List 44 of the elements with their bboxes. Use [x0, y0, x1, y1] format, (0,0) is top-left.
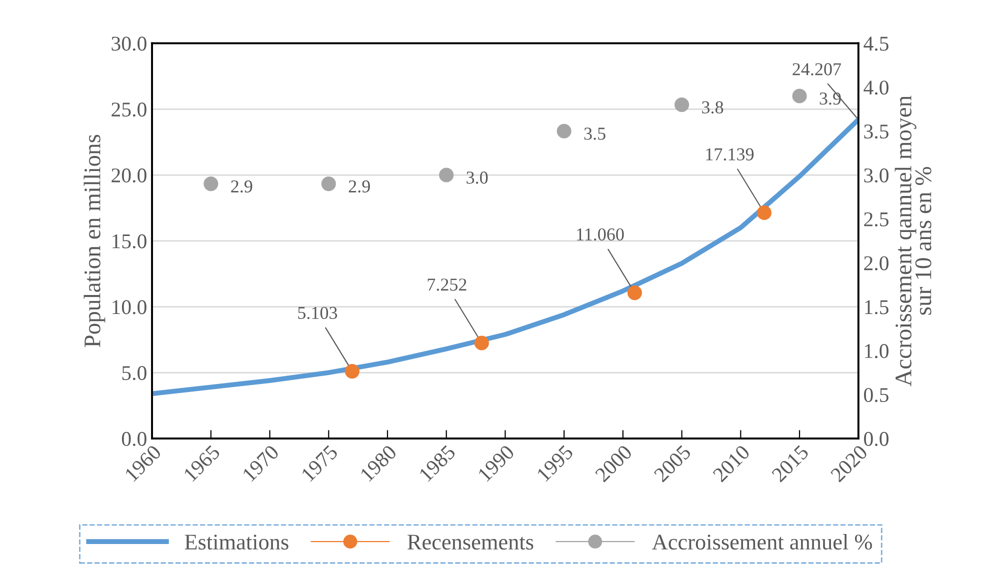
data-label: 3.8: [702, 101, 724, 114]
y2-tick-label: 2.5: [864, 212, 888, 226]
y-tick-label: 0.0: [122, 432, 146, 446]
legend-label: Estimations: [184, 534, 288, 550]
legend-label: Recensements: [408, 534, 534, 550]
y-tick-label: 10.0: [112, 300, 146, 314]
point: [756, 205, 772, 220]
y2-tick-label: 2.0: [864, 256, 888, 270]
line-series: [152, 117, 858, 396]
y-tick-label: 5.0: [122, 366, 146, 380]
point: [792, 88, 807, 104]
y-tick-label: 30.0: [112, 36, 146, 51]
point: [556, 124, 572, 138]
data-label: 7.252: [428, 278, 466, 291]
y2-tick-label: 3.5: [864, 124, 888, 139]
point: [204, 176, 218, 192]
point: [344, 364, 360, 379]
y2-tick-label: 3.0: [864, 168, 888, 183]
point: [474, 336, 489, 350]
y2-tick-label: 0.0: [864, 432, 888, 446]
y2-tick-label: 1.0: [865, 344, 888, 358]
y2-tick-label: 0.5: [864, 388, 888, 402]
y2-tick-label: 4.5: [864, 36, 888, 51]
y-tick-label: 15.0: [112, 234, 146, 248]
data-label: 24.207: [792, 63, 842, 76]
point: [674, 97, 690, 112]
y-tick-label: 25.0: [112, 102, 146, 117]
y2-tick-label: 4.0: [864, 80, 888, 95]
data-label: 3.9: [820, 92, 841, 105]
data-label: 17.139: [706, 148, 754, 161]
legend-label: Accroissement annuel %: [652, 534, 872, 550]
point: [627, 286, 642, 300]
point: [439, 168, 454, 182]
y-tick-label: 20.0: [112, 168, 146, 183]
point: [321, 176, 336, 192]
y2-axis-title: Accroissement qannuel moyen sur 10 ans en %: [894, 96, 932, 386]
y-axis-title: Population en millions: [84, 134, 106, 348]
data-label: 2.9: [231, 180, 252, 193]
data-label: 3.5: [584, 128, 606, 140]
data-label: 11.060: [577, 228, 624, 241]
data-label: 5.103: [298, 306, 338, 320]
data-label: 2.9: [348, 180, 370, 193]
y2-tick-label: 1.5: [865, 300, 888, 314]
data-label: 3.0: [466, 172, 488, 184]
